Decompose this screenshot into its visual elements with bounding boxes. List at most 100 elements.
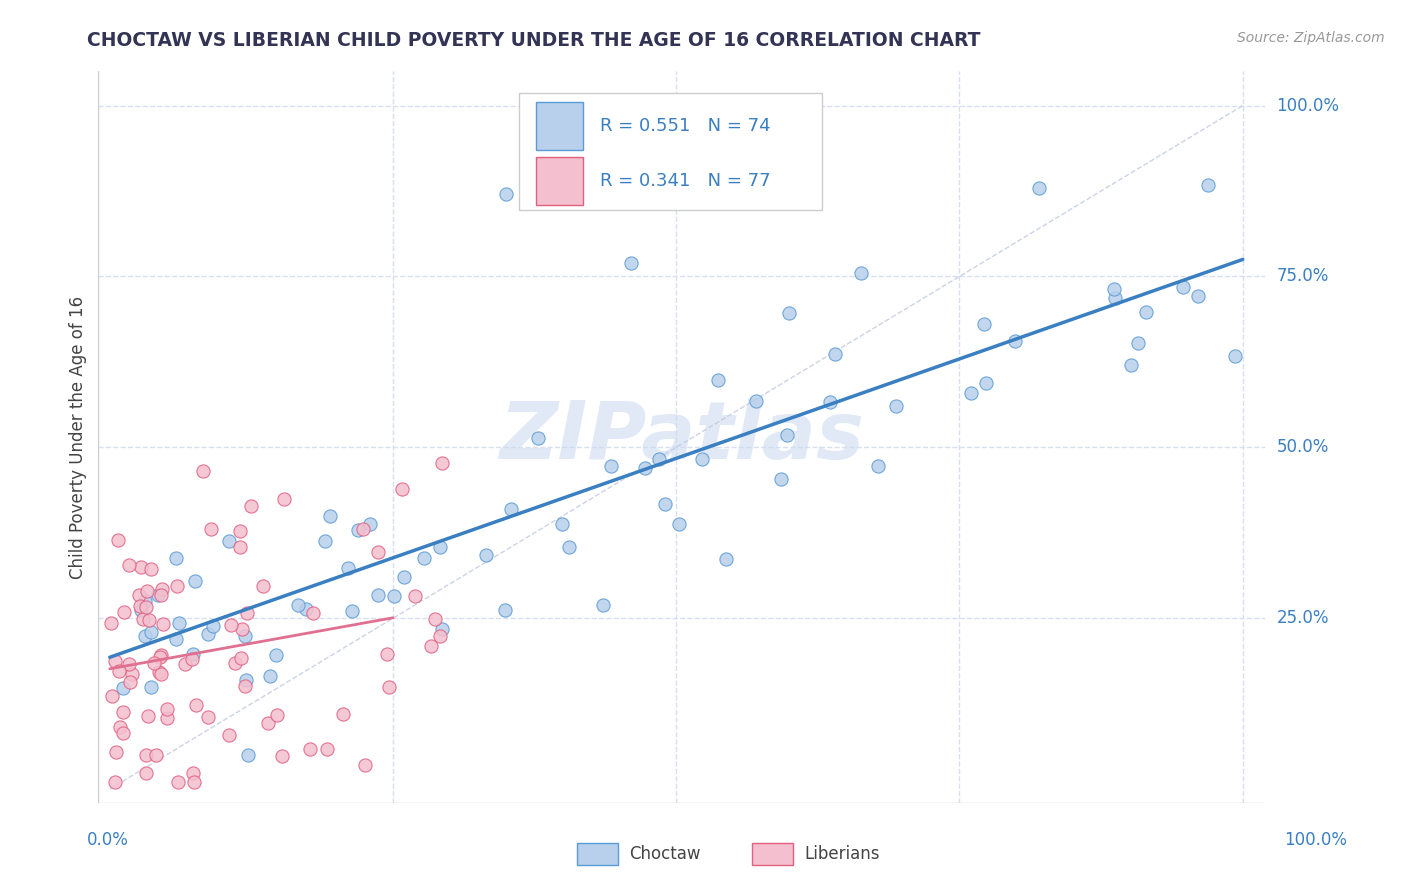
Point	[135, 766, 157, 780]
Point	[129, 559, 152, 574]
Point	[1187, 289, 1209, 303]
Point	[231, 623, 253, 637]
Point	[186, 698, 208, 712]
Point	[354, 758, 377, 772]
Point	[392, 570, 415, 584]
Point	[413, 550, 436, 565]
Point	[167, 615, 190, 630]
Point	[558, 540, 581, 554]
Point	[716, 552, 738, 566]
Point	[229, 540, 252, 554]
Point	[302, 606, 325, 620]
Point	[259, 669, 281, 683]
Point	[690, 452, 713, 467]
Point	[375, 647, 398, 661]
Point	[103, 775, 125, 789]
Point	[1028, 180, 1050, 194]
Point	[165, 550, 187, 565]
Point	[404, 589, 426, 603]
Text: Liberians: Liberians	[804, 845, 880, 863]
Point	[634, 460, 657, 475]
Point	[149, 648, 172, 662]
Point	[318, 509, 340, 524]
Point	[156, 711, 179, 725]
Point	[118, 558, 141, 572]
Point	[332, 706, 354, 721]
Point	[494, 603, 516, 617]
Point	[1135, 304, 1157, 318]
Point	[1225, 349, 1247, 363]
Text: R = 0.551   N = 74: R = 0.551 N = 74	[600, 117, 770, 135]
Text: 50.0%: 50.0%	[1277, 438, 1329, 457]
Point	[973, 318, 995, 332]
Point	[266, 707, 288, 722]
Point	[1119, 358, 1142, 372]
Point	[167, 775, 190, 789]
Point	[112, 605, 135, 619]
Point	[960, 386, 983, 401]
Point	[778, 306, 800, 320]
Point	[111, 705, 134, 719]
Point	[200, 522, 222, 536]
Point	[886, 399, 908, 413]
Point	[347, 524, 370, 538]
Point	[138, 613, 160, 627]
Point	[235, 673, 257, 687]
Point	[425, 612, 447, 626]
Point	[128, 588, 150, 602]
Point	[367, 588, 389, 602]
Point	[475, 548, 498, 562]
Point	[769, 472, 792, 486]
Point	[181, 766, 204, 780]
Point	[233, 679, 256, 693]
Point	[197, 627, 219, 641]
Point	[340, 604, 363, 618]
FancyBboxPatch shape	[536, 103, 582, 150]
Point	[668, 517, 690, 532]
Point	[337, 561, 360, 575]
Point	[229, 650, 252, 665]
Point	[271, 749, 294, 764]
Y-axis label: Child Poverty Under the Age of 16: Child Poverty Under the Age of 16	[69, 295, 87, 579]
Point	[1198, 178, 1220, 192]
Text: 75.0%: 75.0%	[1277, 268, 1329, 285]
Point	[134, 593, 156, 607]
Text: Source: ZipAtlas.com: Source: ZipAtlas.com	[1237, 31, 1385, 45]
Point	[1004, 334, 1026, 348]
Point	[429, 540, 451, 554]
FancyBboxPatch shape	[752, 843, 793, 865]
Point	[501, 501, 523, 516]
Text: R = 0.341   N = 77: R = 0.341 N = 77	[600, 172, 770, 190]
Point	[149, 666, 172, 681]
Point	[146, 588, 169, 602]
Point	[142, 656, 165, 670]
Point	[111, 681, 134, 695]
Point	[131, 603, 153, 617]
Point	[219, 617, 242, 632]
Point	[152, 616, 174, 631]
FancyBboxPatch shape	[536, 157, 582, 205]
Point	[745, 393, 768, 408]
Point	[105, 745, 128, 759]
Point	[180, 651, 202, 665]
Point	[495, 187, 517, 202]
Point	[118, 674, 141, 689]
Point	[367, 545, 389, 559]
Point	[818, 395, 841, 409]
Point	[165, 632, 187, 646]
Point	[166, 579, 188, 593]
Point	[128, 599, 150, 613]
FancyBboxPatch shape	[576, 843, 617, 865]
Point	[1102, 282, 1125, 296]
Point	[238, 747, 260, 762]
Point	[352, 522, 374, 536]
Point	[314, 534, 336, 549]
Point	[391, 483, 413, 497]
Point	[295, 601, 318, 615]
Point	[273, 491, 295, 506]
Point	[139, 625, 162, 640]
Point	[197, 710, 219, 724]
Point	[264, 648, 287, 662]
Point	[287, 598, 309, 612]
Text: ZIPatlas: ZIPatlas	[499, 398, 865, 476]
